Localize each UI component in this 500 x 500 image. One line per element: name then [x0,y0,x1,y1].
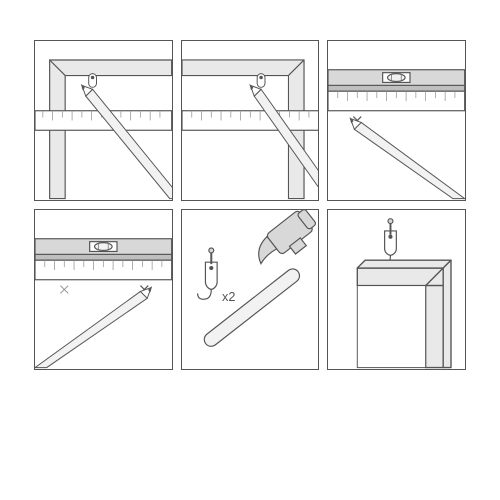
panel-6 [327,209,466,370]
panel-4-illustration [35,210,172,369]
qty-label: x2 [222,290,235,304]
panel-4 [34,209,173,370]
panel-1-illustration [35,41,172,200]
instruction-sheet: x2 [0,0,500,500]
panel-5: x2 [181,209,320,370]
panel-grid: x2 [34,40,466,370]
panel-5-illustration: x2 [182,210,319,369]
panel-6-illustration [328,210,465,369]
panel-2-illustration [182,41,319,200]
panel-2 [181,40,320,201]
panel-3-illustration [328,41,465,200]
panel-1 [34,40,173,201]
panel-3 [327,40,466,201]
